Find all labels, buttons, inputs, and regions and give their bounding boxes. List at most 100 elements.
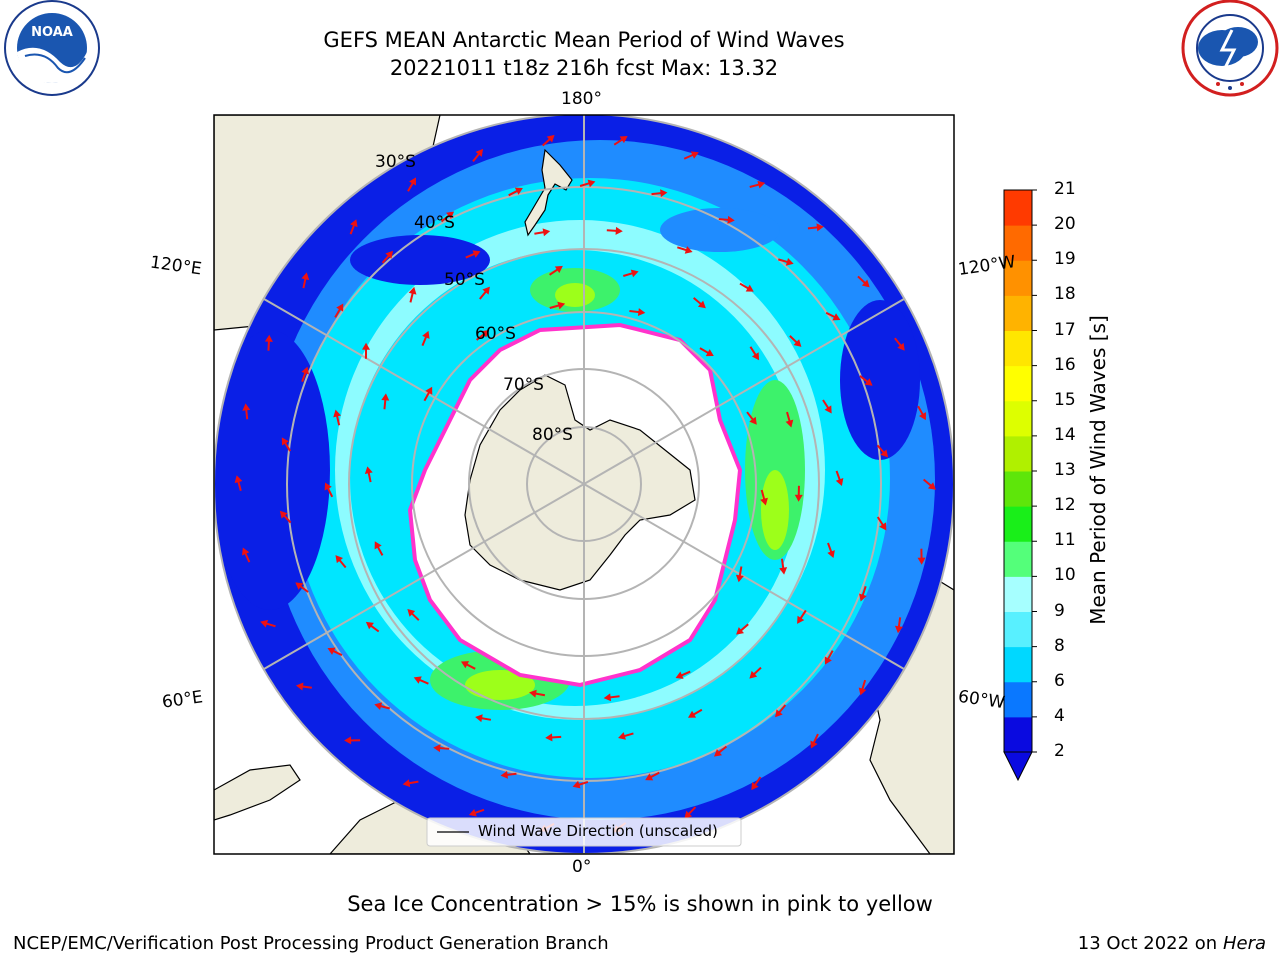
wind-wave-arrow-head [279, 510, 288, 519]
wind-wave-arrow-head [660, 189, 668, 198]
wind-wave-arrow-head [615, 226, 623, 235]
wind-wave-arrow-head [917, 557, 926, 565]
wind-wave-arrow-head [705, 349, 714, 357]
wind-wave-arrow-head [546, 134, 555, 143]
colorbar-segment [1004, 646, 1032, 683]
wind-wave-arrow [629, 308, 646, 317]
wind-wave-arrow-head [475, 148, 484, 157]
colorbar-segment [1004, 330, 1032, 367]
wind-wave-arrow-head [688, 710, 697, 718]
wind-wave-arrow-head [475, 714, 483, 723]
colorbar-segment [1004, 260, 1032, 296]
wind-wave-arrow [613, 135, 628, 146]
wind-wave-arrow [623, 269, 639, 278]
wind-wave-arrow-head [918, 412, 926, 421]
ocean-field [214, 115, 954, 854]
wind-wave-arrow-head [697, 300, 706, 309]
wind-wave-arrow-head [374, 541, 382, 550]
wind-wave-arrow-head [645, 773, 654, 781]
wind-wave-arrow-head [381, 393, 390, 401]
wind-wave-arrow-head [757, 180, 766, 189]
wind-wave-arrow [775, 704, 787, 718]
wind-wave-arrow [693, 297, 706, 309]
wind-wave-arrow [579, 179, 596, 188]
wind-wave-arrow-head [413, 676, 422, 684]
wind-wave-arrow [684, 806, 697, 819]
wind-wave-arrow [545, 733, 562, 742]
wind-wave-arrow [683, 151, 699, 160]
wind-wave-arrow [749, 666, 762, 679]
colorbar-tick-label: 13 [1054, 460, 1076, 480]
wind-wave-arrow [714, 745, 728, 757]
wind-wave-arrow [461, 661, 476, 670]
wind-wave-arrow-head [793, 339, 802, 347]
wind-wave-arrow-head [797, 615, 805, 624]
wind-wave-arrow-head [684, 246, 693, 254]
footer-host: Hera [1222, 933, 1266, 954]
wind-wave-arrow [295, 682, 312, 691]
colorbar-tick-label: 2 [1054, 741, 1065, 761]
wind-wave-arrow-head [927, 482, 936, 490]
wind-wave-arrow [433, 744, 450, 753]
wind-wave-arrow [407, 177, 416, 192]
wind-wave-arrow [677, 246, 693, 254]
wind-wave-arrow-head [794, 494, 803, 502]
wind-wave-arrow-head [425, 386, 433, 395]
wind-wave-arrow [242, 547, 251, 563]
wind-wave-arrow-head [832, 313, 841, 321]
wind-wave-arrow [295, 582, 309, 593]
nws-logo [1181, 0, 1279, 97]
wind-wave-arrow-head [327, 647, 336, 655]
lat-label-50s: 50°S [444, 270, 485, 290]
wind-wave-arrow [335, 555, 347, 569]
wind-wave-arrow-head [461, 661, 470, 669]
wind-wave-arrow-head [500, 770, 508, 779]
wind-wave-arrow-head [514, 187, 523, 195]
colorbar-tick-label: 8 [1054, 635, 1065, 656]
wind-wave-arrow [876, 516, 887, 531]
wind-wave-arrow-head [637, 308, 646, 317]
wind-wave-arrow-head [472, 250, 481, 258]
wind-wave-arrow-head [336, 303, 344, 312]
colorbar-segment [1004, 435, 1032, 472]
wind-wave-arrow-head [407, 609, 416, 617]
wind-wave-arrow [922, 478, 936, 490]
wind-wave-arrow-head [824, 405, 832, 414]
sea-ice-note: Sea Ice Concentration > 15% is shown in … [347, 892, 933, 916]
colorbar-segment [1004, 190, 1032, 226]
wind-wave-arrow [374, 702, 391, 711]
wind-wave-arrow-head [835, 478, 844, 486]
wind-wave-arrow [549, 265, 563, 276]
wind-wave-arrow-head [260, 619, 269, 628]
wind-wave-arrow-head [751, 352, 760, 361]
lon-label-180: 180° [561, 89, 602, 109]
lat-label-80s: 80°S [532, 425, 573, 445]
wind-wave-arrow [894, 617, 903, 634]
legend-label: Wind Wave Direction (unscaled) [478, 822, 718, 840]
wind-wave-arrow-head [675, 671, 684, 679]
wind-wave-arrow-head [468, 808, 477, 817]
wind-wave-arrow [475, 329, 490, 341]
wind-wave-arrow-head [745, 284, 754, 292]
wind-wave-arrow [606, 226, 623, 235]
wind-wave-arrow [508, 187, 523, 197]
wind-wave-arrow [824, 650, 834, 665]
colorbar-tick-label: 10 [1054, 565, 1076, 586]
wind-wave-arrow [234, 475, 243, 492]
colorbar-segment [1004, 506, 1032, 542]
colorbar-segment [1004, 576, 1032, 612]
wind-wave-arrow [542, 134, 555, 147]
wind-wave-arrow-head [402, 779, 411, 788]
footer-date: 13 Oct 2022 on Hera [1078, 933, 1266, 954]
wind-wave-arrow [751, 776, 762, 791]
wind-wave-arrow [777, 258, 794, 266]
wind-wave-arrow-head [736, 627, 744, 635]
wind-wave-arrow-head [727, 215, 735, 224]
wind-wave-arrow [381, 250, 394, 264]
wind-wave-arrow [440, 211, 455, 223]
wind-wave-arrow-head [749, 670, 758, 679]
wind-wave-arrow [894, 337, 905, 351]
wind-wave-arrow [718, 215, 735, 224]
wind-wave-arrow [408, 286, 417, 303]
